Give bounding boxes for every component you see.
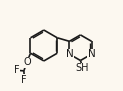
Text: SH: SH [76, 63, 89, 73]
Text: N: N [66, 49, 73, 59]
Text: F: F [22, 75, 27, 85]
Text: F: F [14, 65, 19, 75]
Text: N: N [88, 49, 95, 59]
Text: O: O [23, 57, 31, 67]
